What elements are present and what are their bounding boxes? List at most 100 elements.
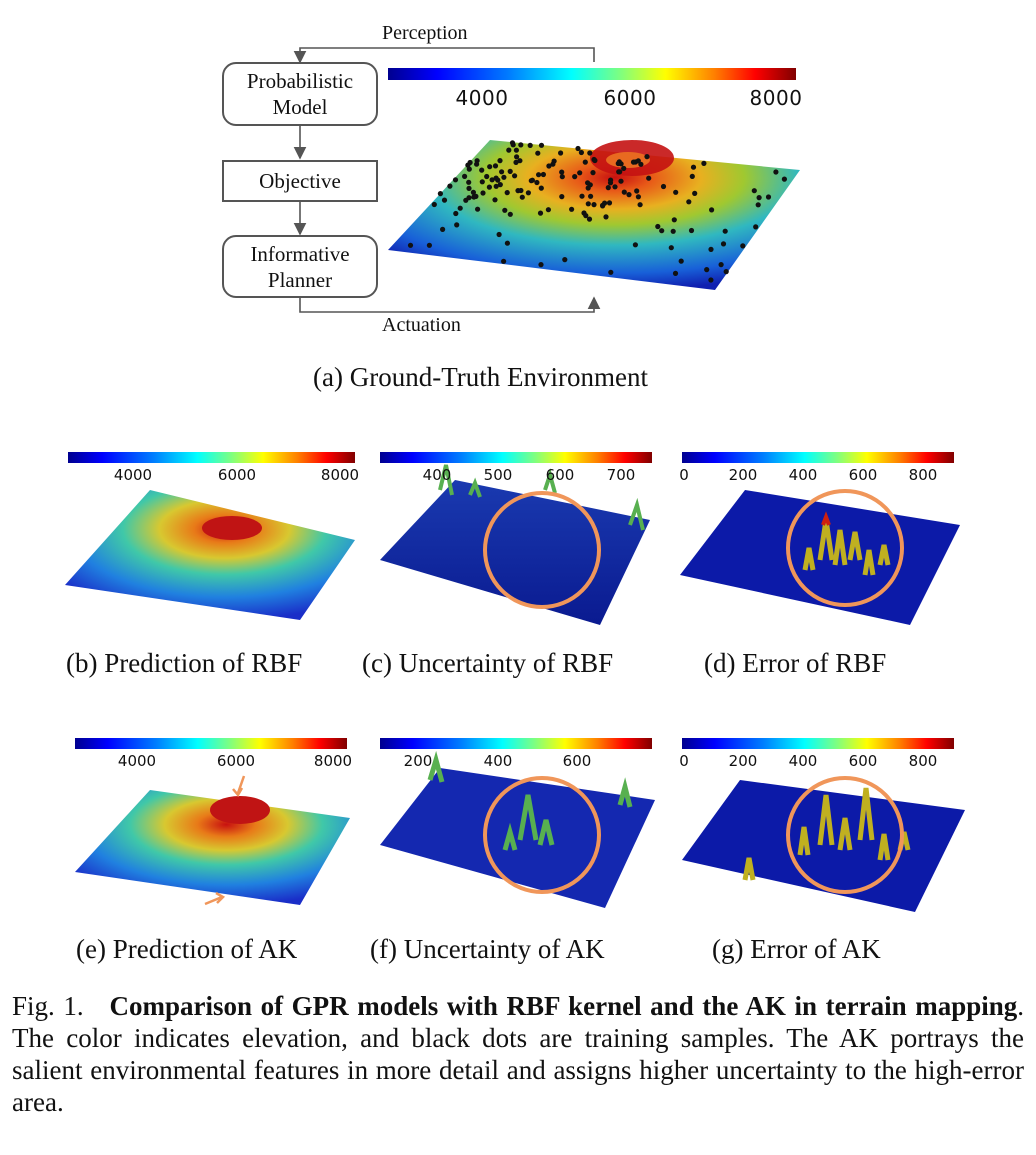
highlight-circle-g bbox=[786, 776, 904, 894]
training-sample-dot bbox=[708, 277, 714, 283]
training-sample-dot bbox=[496, 231, 502, 238]
training-sample-dot bbox=[751, 188, 757, 194]
node-label-line1: Probabilistic bbox=[246, 69, 354, 93]
actuation-label: Actuation bbox=[382, 314, 461, 336]
tick-label: 4000 bbox=[455, 86, 509, 110]
training-sample-dot bbox=[559, 169, 565, 175]
training-sample-dot bbox=[753, 224, 759, 230]
training-sample-dot bbox=[708, 246, 714, 252]
training-sample-dot bbox=[646, 175, 652, 181]
flowchart-connectors bbox=[293, 47, 601, 313]
training-sample-dot bbox=[431, 201, 437, 208]
training-sample-dot bbox=[538, 262, 544, 268]
training-sample-dot bbox=[688, 227, 695, 234]
training-sample-dot bbox=[545, 207, 552, 213]
training-sample-dot bbox=[487, 164, 493, 170]
training-sample-dot bbox=[621, 165, 627, 171]
training-sample-dot bbox=[474, 161, 480, 167]
training-sample-dot bbox=[608, 269, 614, 275]
training-sample-dot bbox=[585, 180, 591, 186]
training-sample-dot bbox=[569, 206, 575, 212]
training-sample-dot bbox=[592, 157, 598, 164]
tick-label: 0 bbox=[679, 466, 689, 484]
panel-d-caption: (d) Error of RBF bbox=[704, 648, 887, 678]
training-sample-dot bbox=[606, 200, 613, 206]
panel-b-caption: (b) Prediction of RBF bbox=[66, 648, 303, 678]
actuation-edge bbox=[299, 296, 601, 313]
training-sample-dot bbox=[480, 190, 486, 196]
colorbar-d bbox=[682, 452, 954, 463]
training-sample-dot bbox=[518, 187, 524, 194]
node-label-line2: Model bbox=[272, 95, 328, 119]
training-sample-dot bbox=[655, 223, 661, 230]
objective-node: Objective bbox=[222, 160, 378, 202]
training-sample-dot bbox=[437, 191, 443, 197]
training-sample-dot bbox=[466, 166, 472, 172]
training-sample-dot bbox=[447, 183, 453, 189]
training-sample-dot bbox=[587, 150, 593, 156]
training-sample-dot bbox=[689, 173, 695, 179]
training-sample-dot bbox=[686, 199, 692, 205]
tick-label: 4000 bbox=[117, 752, 157, 770]
training-sample-dot bbox=[527, 142, 533, 148]
training-sample-dot bbox=[497, 182, 503, 188]
tick-label: 8000 bbox=[313, 752, 353, 770]
node-label: Objective bbox=[259, 169, 341, 193]
training-sample-dot bbox=[457, 205, 463, 211]
training-sample-dot bbox=[690, 164, 697, 170]
tick-label: 400 bbox=[422, 466, 452, 484]
highlight-circle-f bbox=[483, 776, 601, 894]
ground-truth-terrain bbox=[388, 140, 800, 290]
training-sample-dot bbox=[638, 161, 644, 167]
training-sample-dot bbox=[441, 197, 448, 203]
training-sample-dot bbox=[632, 242, 639, 248]
training-sample-dot bbox=[678, 258, 684, 264]
training-sample-dot bbox=[578, 149, 585, 156]
training-sample-dot bbox=[585, 185, 591, 191]
figure-caption-body: . The color indicates elevation, and bla… bbox=[12, 991, 1024, 1117]
tick-label: 400 bbox=[483, 752, 513, 770]
training-sample-dot bbox=[504, 240, 510, 246]
training-sample-dot bbox=[572, 174, 578, 180]
training-sample-dot bbox=[575, 145, 581, 152]
training-sample-dot bbox=[603, 214, 609, 220]
training-sample-dot bbox=[513, 147, 520, 153]
training-sample-dot bbox=[466, 195, 472, 201]
training-sample-dot bbox=[501, 174, 507, 180]
training-sample-dot bbox=[537, 210, 544, 216]
training-sample-dot bbox=[453, 210, 459, 217]
colorbar-a bbox=[388, 68, 796, 80]
colorbar-f bbox=[380, 738, 652, 749]
training-sample-dot bbox=[479, 167, 485, 173]
training-sample-dot bbox=[579, 193, 585, 199]
colorbar-c bbox=[380, 452, 652, 463]
training-sample-dot bbox=[644, 154, 650, 160]
training-sample-dot bbox=[513, 159, 519, 165]
training-sample-dot bbox=[704, 267, 710, 273]
training-sample-dot bbox=[502, 207, 508, 213]
training-sample-dot bbox=[660, 183, 667, 190]
tick-label: 6000 bbox=[217, 466, 257, 484]
panel-a-caption: (a) Ground-Truth Environment bbox=[313, 362, 648, 392]
tick-label: 400 bbox=[788, 752, 818, 770]
informative-planner-node: Informative Planner bbox=[222, 235, 378, 298]
training-sample-dot bbox=[492, 163, 499, 169]
training-sample-dot bbox=[507, 211, 513, 217]
training-sample-dot bbox=[538, 142, 545, 148]
training-sample-dot bbox=[511, 173, 518, 179]
panel-c-caption: (c) Uncertainty of RBF bbox=[362, 648, 614, 678]
training-sample-dot bbox=[616, 159, 622, 165]
training-sample-dot bbox=[635, 194, 642, 200]
training-sample-dot bbox=[486, 184, 492, 190]
training-sample-dot bbox=[659, 228, 665, 234]
training-sample-dot bbox=[668, 245, 674, 251]
tick-label: 6000 bbox=[603, 86, 657, 110]
training-sample-dot bbox=[465, 162, 471, 168]
training-sample-dot bbox=[709, 207, 715, 213]
training-sample-dot bbox=[634, 188, 640, 194]
colorbar-e bbox=[75, 738, 347, 749]
training-sample-dot bbox=[479, 179, 485, 185]
tick-label: 0 bbox=[679, 752, 689, 770]
training-sample-dot bbox=[723, 269, 729, 275]
training-sample-dot bbox=[492, 197, 498, 203]
